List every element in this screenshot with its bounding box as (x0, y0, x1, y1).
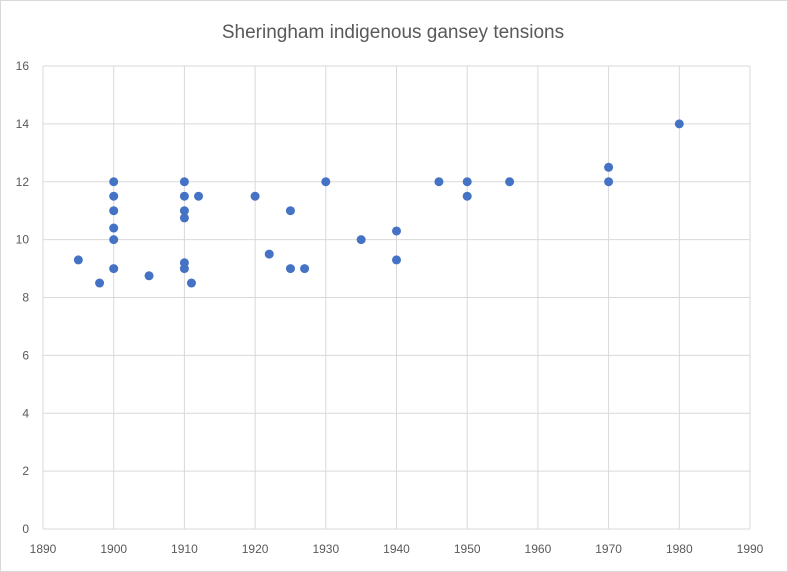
data-point (179, 191, 189, 201)
data-point (95, 278, 105, 288)
x-tick-label: 1920 (242, 542, 269, 556)
data-point (144, 271, 154, 281)
data-point (604, 162, 614, 172)
data-point (109, 264, 119, 274)
x-tick-label: 1970 (595, 542, 622, 556)
data-point (264, 249, 274, 259)
data-point (186, 278, 196, 288)
data-point (604, 177, 614, 187)
data-point (109, 206, 119, 216)
data-point (505, 177, 515, 187)
data-point (462, 177, 472, 187)
data-point (462, 191, 472, 201)
x-tick-label: 1910 (171, 542, 198, 556)
data-point (179, 213, 189, 223)
x-tick-label: 1990 (737, 542, 764, 556)
chart-title: Sheringham indigenous gansey tensions (222, 22, 564, 43)
data-point (194, 191, 204, 201)
y-tick-label: 2 (22, 464, 29, 478)
data-point (109, 191, 119, 201)
y-tick-label: 0 (22, 522, 29, 536)
data-point (109, 177, 119, 187)
y-tick-label: 14 (16, 117, 30, 131)
data-point (434, 177, 444, 187)
x-tick-label: 1980 (666, 542, 693, 556)
x-tick-label: 1940 (383, 542, 410, 556)
data-point (300, 264, 310, 274)
data-point (285, 206, 295, 216)
x-tick-label: 1960 (525, 542, 552, 556)
y-tick-label: 10 (16, 233, 30, 247)
data-point (674, 119, 684, 129)
data-point (392, 226, 401, 236)
y-tick-label: 6 (22, 348, 29, 362)
data-point (179, 206, 189, 216)
data-point (321, 177, 331, 187)
data-point (179, 264, 189, 274)
data-point (356, 235, 366, 245)
x-tick-label: 1890 (30, 542, 57, 556)
x-tick-label: 1900 (100, 542, 127, 556)
data-point (109, 235, 119, 245)
y-tick-label: 16 (16, 59, 30, 73)
data-point (109, 223, 119, 233)
x-tick-label: 1930 (312, 542, 339, 556)
x-tick-label: 1950 (454, 542, 481, 556)
data-point (73, 255, 83, 265)
data-point (250, 191, 260, 201)
data-point (392, 255, 401, 265)
data-point (285, 264, 295, 274)
y-tick-label: 4 (22, 406, 29, 420)
y-tick-label: 8 (22, 291, 29, 305)
y-tick-label: 12 (16, 175, 30, 189)
data-point (179, 177, 189, 187)
